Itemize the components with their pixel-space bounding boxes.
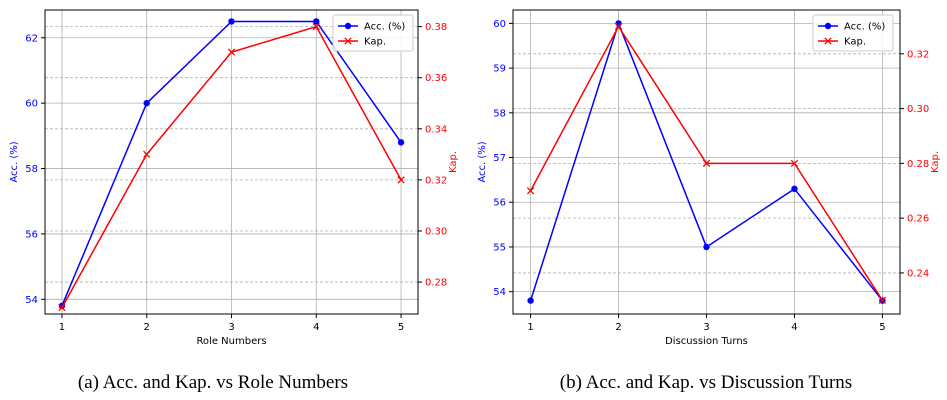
legend-box xyxy=(332,14,414,52)
y-tick-label: 54 xyxy=(25,295,38,306)
data-point xyxy=(703,243,710,251)
y-tick-label: 58 xyxy=(493,108,506,119)
data-point xyxy=(397,139,405,146)
data-point xyxy=(58,303,66,312)
data-point xyxy=(702,159,711,168)
y2-tick-label: 0.34 xyxy=(425,124,447,135)
data-point xyxy=(143,99,150,107)
x-tick-label: 4 xyxy=(313,322,319,333)
y2-tick-label: 0.30 xyxy=(907,104,929,115)
y2-tick-label: 0.30 xyxy=(425,226,447,237)
y-axis-label: Acc. (%) xyxy=(477,141,488,182)
y-tick-label: 56 xyxy=(25,229,38,240)
legend-box xyxy=(812,14,894,52)
x-tick-label: 5 xyxy=(398,322,404,333)
x-tick-label: 2 xyxy=(615,322,621,333)
y2-tick-label: 0.36 xyxy=(425,73,447,84)
y-tick-label: 54 xyxy=(493,287,506,298)
data-point xyxy=(878,296,887,304)
legend-label: Acc. (%) xyxy=(844,22,885,33)
y-tick-label: 57 xyxy=(493,153,506,164)
y2-tick-label: 0.28 xyxy=(907,159,929,170)
x-tick-label: 5 xyxy=(879,322,885,333)
data-point xyxy=(790,159,799,168)
figure-caption: (a) Acc. and Kap. vs Role Numbers xyxy=(78,372,348,393)
x-tick-label: 4 xyxy=(791,322,797,333)
data-point xyxy=(791,185,798,193)
y2-tick-label: 0.24 xyxy=(907,268,929,279)
data-point xyxy=(614,22,623,31)
y2-axis-label: Kap. xyxy=(448,151,459,173)
y-tick-label: 59 xyxy=(493,64,506,75)
y2-tick-label: 0.26 xyxy=(907,214,929,225)
y-tick-label: 60 xyxy=(493,19,506,30)
data-point xyxy=(397,176,405,184)
x-axis-label: Discussion Turns xyxy=(665,336,748,347)
legend-label: Acc. (%) xyxy=(364,22,405,33)
y2-tick-label: 0.32 xyxy=(907,49,929,60)
y-tick-label: 60 xyxy=(25,99,38,110)
y2-tick-label: 0.38 xyxy=(425,22,447,33)
y-tick-label: 58 xyxy=(25,164,38,175)
legend-marker xyxy=(824,22,832,30)
y-tick-label: 55 xyxy=(493,242,506,253)
y-tick-label: 62 xyxy=(25,33,38,44)
y-tick-label: 56 xyxy=(493,198,506,209)
x-tick-label: 1 xyxy=(59,322,65,333)
y2-tick-label: 0.28 xyxy=(425,278,447,289)
data-point xyxy=(227,48,236,56)
x-tick-label: 1 xyxy=(527,322,533,333)
y-axis-label: Acc. (%) xyxy=(9,141,20,182)
y2-axis-label: Kap. xyxy=(930,151,941,173)
data-point xyxy=(527,297,534,304)
x-tick-label: 3 xyxy=(703,322,709,333)
data-point xyxy=(313,18,320,25)
legend-label: Kap. xyxy=(844,37,866,48)
data-point xyxy=(143,150,151,158)
x-axis-label: Role Numbers xyxy=(196,336,266,347)
x-tick-label: 3 xyxy=(228,322,234,333)
legend-marker xyxy=(344,22,352,30)
legend-marker xyxy=(824,37,832,45)
legend-label: Kap. xyxy=(364,37,386,48)
data-point xyxy=(228,18,235,25)
y2-tick-label: 0.32 xyxy=(425,175,447,186)
x-tick-label: 2 xyxy=(144,322,150,333)
figure-caption: (b) Acc. and Kap. vs Discussion Turns xyxy=(560,372,852,393)
data-point xyxy=(312,22,320,31)
legend-marker xyxy=(344,37,352,45)
data-point xyxy=(526,187,535,195)
